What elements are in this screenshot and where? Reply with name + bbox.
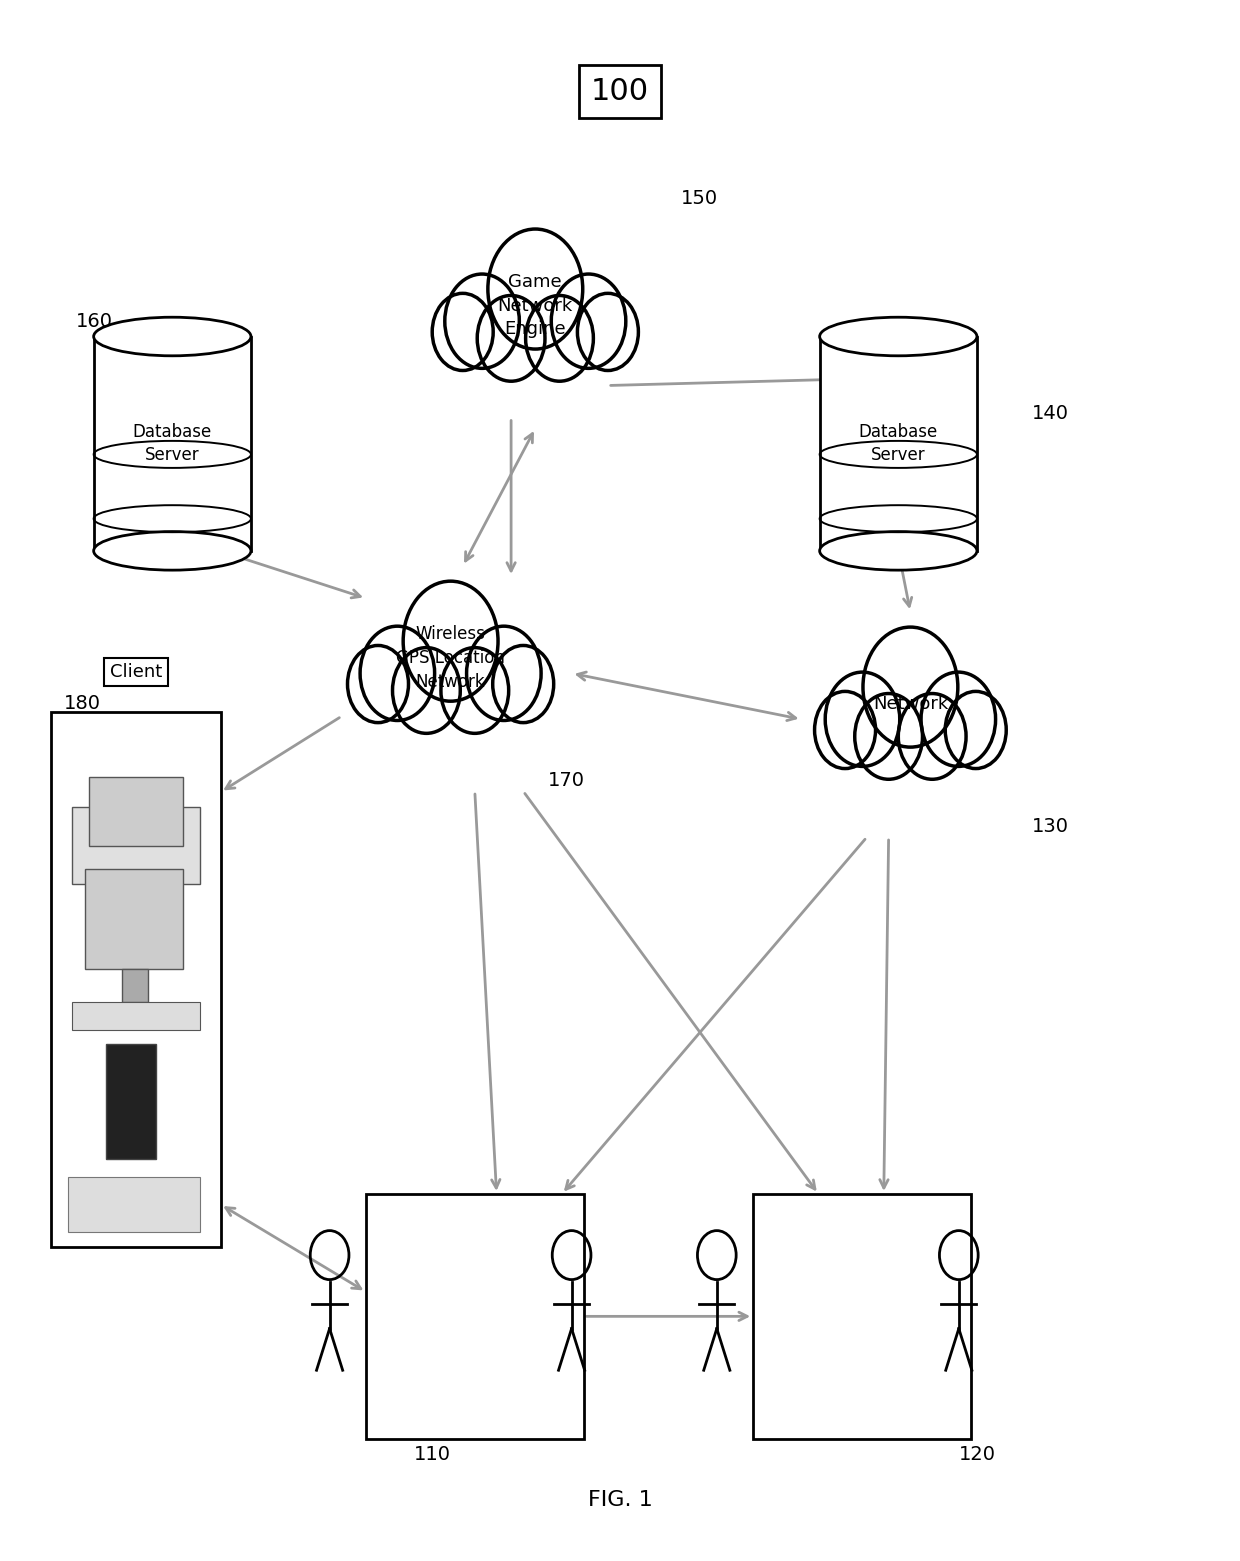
Circle shape: [347, 645, 408, 723]
Text: 160: 160: [76, 312, 113, 331]
Circle shape: [492, 645, 554, 723]
Text: 150: 150: [681, 189, 718, 208]
Circle shape: [526, 295, 594, 381]
Text: Database
Server: Database Server: [858, 423, 937, 465]
Text: 170: 170: [547, 771, 584, 790]
Bar: [68, 1177, 201, 1232]
Circle shape: [898, 693, 966, 779]
Text: 120: 120: [959, 1444, 996, 1464]
Bar: [51, 712, 221, 1247]
Circle shape: [393, 648, 460, 734]
Circle shape: [815, 692, 875, 768]
Bar: [72, 807, 201, 884]
Bar: [72, 1002, 201, 1030]
Bar: [123, 969, 148, 1002]
Text: 130: 130: [1032, 816, 1069, 837]
Ellipse shape: [820, 317, 977, 356]
Bar: [753, 1194, 971, 1439]
Text: FIG. 1: FIG. 1: [588, 1491, 652, 1509]
Circle shape: [445, 275, 520, 368]
Bar: [366, 1194, 584, 1439]
Circle shape: [441, 648, 508, 734]
Text: 100: 100: [591, 76, 649, 106]
Circle shape: [921, 673, 996, 766]
Bar: [88, 777, 184, 846]
Circle shape: [578, 293, 639, 370]
Ellipse shape: [94, 532, 250, 570]
Text: 140: 140: [1032, 404, 1069, 423]
Bar: [94, 337, 250, 551]
Circle shape: [487, 229, 583, 350]
Circle shape: [552, 275, 626, 368]
Circle shape: [863, 628, 957, 748]
Circle shape: [466, 626, 541, 721]
Text: Network: Network: [873, 695, 949, 713]
Circle shape: [854, 693, 923, 779]
Bar: [86, 869, 184, 969]
Text: Client: Client: [110, 663, 162, 681]
Ellipse shape: [94, 317, 250, 356]
Bar: [820, 337, 977, 551]
Circle shape: [403, 581, 498, 701]
Text: 180: 180: [63, 695, 100, 713]
Ellipse shape: [820, 532, 977, 570]
Text: Database
Server: Database Server: [133, 423, 212, 465]
Circle shape: [360, 626, 435, 721]
Text: Game
Network
Engine: Game Network Engine: [497, 273, 573, 339]
Circle shape: [433, 293, 494, 370]
Text: Wireless
GPS Location
Network: Wireless GPS Location Network: [396, 626, 505, 690]
Bar: [105, 1044, 156, 1158]
Text: 110: 110: [414, 1444, 451, 1464]
Circle shape: [825, 673, 900, 766]
Circle shape: [477, 295, 546, 381]
Circle shape: [945, 692, 1006, 768]
